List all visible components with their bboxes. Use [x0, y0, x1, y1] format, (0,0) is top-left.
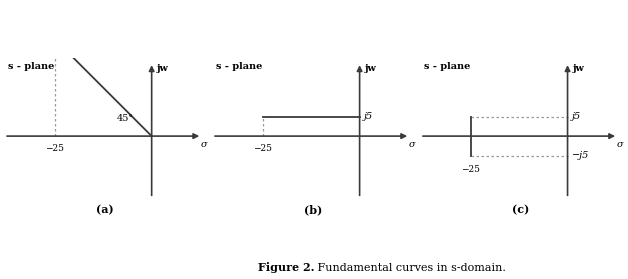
Text: (a): (a): [96, 204, 114, 215]
Text: (c): (c): [512, 204, 529, 215]
Text: s - plane: s - plane: [216, 62, 263, 71]
Text: −25: −25: [461, 165, 480, 174]
Text: s - plane: s - plane: [424, 62, 470, 71]
Text: Fundamental curves in s-domain.: Fundamental curves in s-domain.: [314, 263, 506, 273]
Text: −25: −25: [45, 144, 64, 153]
Text: j5: j5: [364, 112, 374, 121]
Text: jw: jw: [156, 64, 168, 73]
Text: Figure 2.: Figure 2.: [257, 263, 314, 273]
Text: σ: σ: [409, 140, 415, 149]
Text: s - plane: s - plane: [8, 62, 55, 71]
Text: jw: jw: [572, 64, 584, 73]
Text: jw: jw: [364, 64, 376, 73]
Text: j5: j5: [572, 112, 582, 121]
Text: −j5: −j5: [572, 151, 590, 160]
Text: 45°: 45°: [117, 114, 134, 122]
Text: (b): (b): [304, 204, 322, 215]
Text: σ: σ: [201, 140, 207, 149]
Text: −25: −25: [253, 144, 272, 153]
Text: σ: σ: [617, 140, 623, 149]
